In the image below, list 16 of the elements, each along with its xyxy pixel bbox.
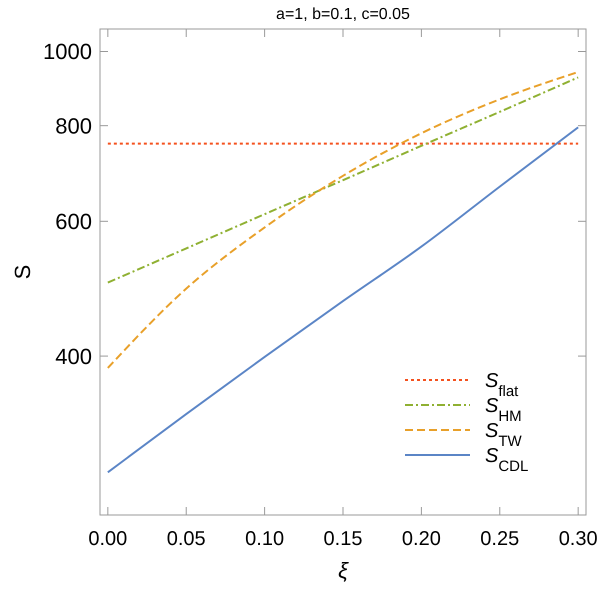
y-tick-label: 400 xyxy=(55,344,92,369)
x-tick-label: 0.20 xyxy=(402,528,441,550)
y-tick-label: 1000 xyxy=(43,39,92,64)
x-tick-label: 0.15 xyxy=(324,528,362,550)
y-axis-title: S xyxy=(10,264,35,280)
y-tick-label: 600 xyxy=(55,209,92,234)
x-axis-title: ξ xyxy=(338,558,350,583)
x-tick-label: 0.00 xyxy=(88,528,128,550)
line-series xyxy=(106,76,580,284)
y-tick-label: 800 xyxy=(55,113,92,138)
line-series xyxy=(106,126,580,474)
x-tick-label: 0.25 xyxy=(480,528,520,550)
x-tick-label: 0.05 xyxy=(166,528,206,550)
x-tick-label: 0.30 xyxy=(558,528,598,550)
x-tick-label: 0.10 xyxy=(245,528,284,550)
chart-title: a=1, b=0.1, c=0.05 xyxy=(276,6,410,23)
